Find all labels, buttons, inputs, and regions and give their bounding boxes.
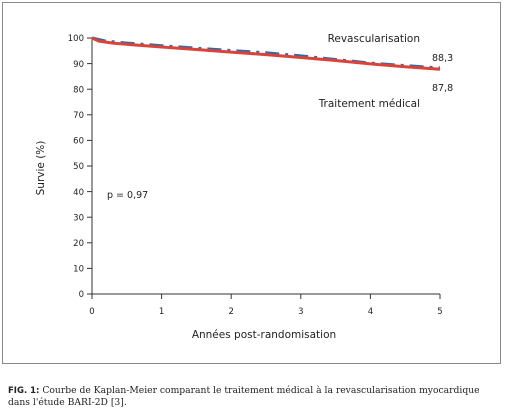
y-tick-label: 0 — [79, 290, 84, 300]
y-tick-label: 80 — [73, 85, 84, 95]
kaplan-meier-chart: 0 10 20 30 40 50 60 70 80 90 100 0 1 2 3 4 5 Survie (%) … — [35, 33, 453, 341]
x-tick-label: 0 — [89, 307, 94, 317]
y-tick-label: 20 — [73, 239, 84, 249]
caption-prefix: FIG. 1: — [8, 386, 40, 396]
end-value-traitement-medical: 87,8 — [432, 83, 453, 94]
x-tick-label: 1 — [159, 307, 164, 317]
p-value-annotation: p = 0,97 — [107, 190, 148, 201]
y-axis-label: Survie (%) — [35, 141, 47, 196]
y-tick-label: 40 — [73, 188, 84, 198]
series-line-traitement-m-dical — [91, 36, 441, 71]
series-label-revascularisation: Revascularisation — [328, 33, 420, 45]
y-tick-label: 70 — [73, 111, 84, 121]
x-tick-label: 5 — [437, 307, 442, 317]
y-tick-label: 50 — [73, 162, 84, 172]
y-tick-label: 30 — [73, 213, 84, 223]
x-tick-label: 2 — [228, 307, 233, 317]
caption-text: Courbe de Kaplan-Meier comparant le trai… — [8, 385, 480, 408]
series-layer — [91, 36, 441, 71]
axes: 0 10 20 30 40 50 60 70 80 90 100 0 1 2 3 4 5 — [68, 34, 443, 317]
labels-layer: Survie (%) Années post-randomisation Rev… — [35, 33, 453, 341]
series-label-traitement-medical: Traitement médical — [318, 98, 420, 110]
x-tick-label: 4 — [368, 307, 373, 317]
figure-caption: FIG. 1: Courbe de Kaplan-Meier comparant… — [8, 385, 503, 409]
figure-frame — [2, 2, 501, 364]
y-tick-label: 100 — [68, 34, 84, 44]
x-axis-label: Années post-randomisation — [192, 329, 336, 341]
y-tick-label: 90 — [73, 60, 84, 70]
y-tick-label: 60 — [73, 137, 84, 147]
end-value-revascularisation: 88,3 — [432, 53, 453, 64]
x-tick-label: 3 — [298, 307, 303, 317]
y-tick-label: 10 — [73, 265, 84, 275]
